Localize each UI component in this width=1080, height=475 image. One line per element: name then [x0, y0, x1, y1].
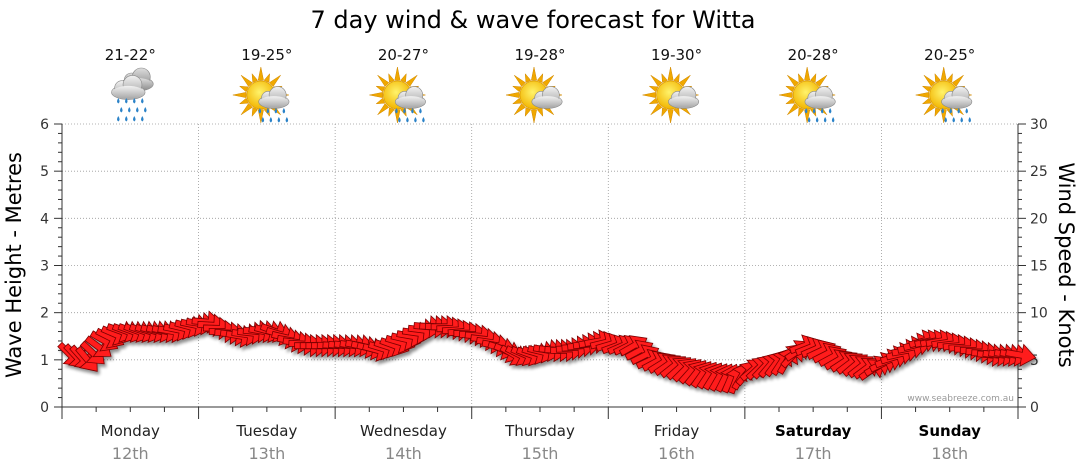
daily-weather-icons — [111, 66, 973, 124]
temperature-label: 19-25° — [241, 46, 292, 64]
day-name-label: Thursday — [504, 422, 575, 440]
right-tick-label: 5 — [1030, 353, 1039, 369]
left-axis-ticks: 0 1 2 3 4 5 6 — [40, 117, 49, 416]
right-tick-label: 0 — [1030, 400, 1039, 416]
date-label: 12th — [112, 444, 149, 463]
sun-cloud-rain-icon — [369, 66, 426, 124]
sun-cloud-rain-icon — [915, 66, 973, 124]
day-name-label: Monday — [101, 422, 160, 440]
partly-cloudy-icon — [642, 66, 700, 124]
wind-arrow — [1005, 343, 1037, 367]
wind-arrows — [57, 310, 1037, 395]
right-tick-label: 30 — [1030, 117, 1048, 133]
day-name-label: Friday — [654, 422, 700, 440]
temperature-label: 20-28° — [788, 46, 839, 64]
left-tick-label: 3 — [40, 259, 49, 275]
date-label: 14th — [385, 444, 422, 463]
date-label: 17th — [795, 444, 832, 463]
day-name-label: Saturday — [775, 422, 852, 440]
day-name-label: Wednesday — [360, 422, 447, 440]
partly-cloudy-icon — [505, 66, 563, 124]
right-tick-label: 15 — [1030, 259, 1048, 275]
temperature-label: 21-22° — [105, 46, 156, 64]
heavy-rain-icon — [111, 67, 154, 122]
temperature-label: 19-28° — [514, 46, 565, 64]
left-tick-label: 6 — [40, 117, 49, 133]
right-tick-label: 20 — [1030, 211, 1048, 227]
left-axis-label: Wave Height - Metres — [2, 152, 26, 378]
date-label: 15th — [522, 444, 559, 463]
temperature-label: 20-27° — [378, 46, 429, 64]
left-tick-label: 4 — [40, 211, 49, 227]
date-label: 13th — [248, 444, 285, 463]
wind-arrow — [84, 335, 112, 358]
left-tick-label: 2 — [40, 306, 49, 322]
right-axis-ticks: 0 5 10 15 20 25 30 — [1030, 117, 1048, 416]
day-name-label: Tuesday — [235, 422, 297, 440]
temperature-label: 19-30° — [651, 46, 702, 64]
chart-title: 7 day wind & wave forecast for Witta — [310, 6, 755, 34]
daily-temperature-labels: 21-22° 19-25° 20-27° 19-28° 19-30° 20-28° 20-2… — [105, 46, 976, 64]
right-tick-label: 25 — [1030, 164, 1048, 180]
sun-cloud-rain-icon — [232, 66, 290, 124]
temperature-label: 20-25° — [924, 46, 975, 64]
left-tick-label: 0 — [40, 400, 49, 416]
sun-cloud-rain-icon — [779, 66, 836, 124]
left-tick-label: 5 — [40, 164, 49, 180]
date-label: 18th — [931, 444, 968, 463]
day-labels: Monday 12th Tuesday 13th Wednesday 14th Thursd… — [101, 422, 981, 463]
credit-text: www.seabreeze.com.au — [907, 394, 1014, 404]
date-label: 16th — [658, 444, 695, 463]
day-name-label: Sunday — [919, 422, 982, 440]
right-tick-label: 10 — [1030, 306, 1048, 322]
right-axis-label: Wind Speed - Knots — [1054, 162, 1078, 367]
left-tick-label: 1 — [40, 353, 49, 369]
